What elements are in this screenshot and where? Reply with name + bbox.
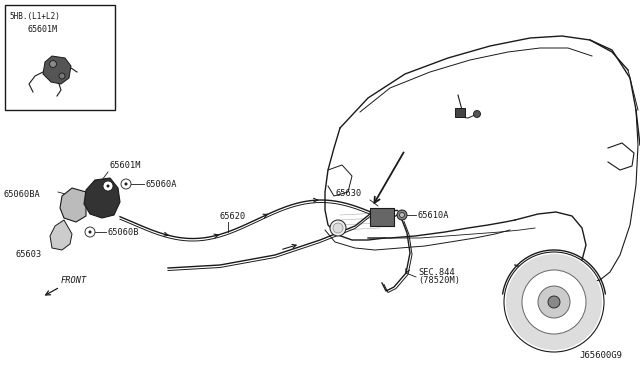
Text: J65600G9: J65600G9 [579, 351, 622, 360]
Circle shape [125, 183, 127, 186]
Polygon shape [50, 220, 72, 250]
Circle shape [121, 179, 131, 189]
Circle shape [59, 73, 65, 79]
Circle shape [106, 185, 109, 187]
Circle shape [399, 212, 404, 218]
Bar [5, 5, 115, 110]
Text: SEC.844: SEC.844 [418, 268, 455, 277]
Circle shape [397, 210, 407, 220]
Polygon shape [60, 188, 86, 222]
Text: 65601M: 65601M [27, 25, 57, 34]
Circle shape [522, 270, 586, 334]
Circle shape [49, 61, 56, 67]
Text: 65060A: 65060A [146, 180, 177, 189]
Text: 65620: 65620 [220, 212, 246, 221]
Text: 65610A: 65610A [417, 211, 449, 219]
Text: 65601M: 65601M [109, 161, 141, 170]
Polygon shape [84, 178, 120, 218]
Text: 65630: 65630 [336, 189, 362, 198]
Polygon shape [43, 56, 71, 84]
Circle shape [333, 223, 343, 233]
Bar [370, 208, 394, 226]
Circle shape [538, 286, 570, 318]
Text: 65603: 65603 [15, 250, 41, 259]
Circle shape [330, 220, 346, 236]
Text: 65060BA: 65060BA [3, 189, 40, 199]
Circle shape [504, 252, 604, 352]
Circle shape [474, 110, 481, 118]
Text: FRONT: FRONT [61, 276, 87, 285]
Text: 65060B: 65060B [107, 228, 138, 237]
Circle shape [506, 254, 602, 350]
Circle shape [548, 296, 560, 308]
Text: 5HB.(L1+L2): 5HB.(L1+L2) [9, 12, 60, 21]
Circle shape [103, 181, 113, 191]
Circle shape [85, 227, 95, 237]
Text: (78520M): (78520M) [418, 276, 460, 285]
Circle shape [88, 231, 92, 234]
Bar [455, 108, 465, 117]
